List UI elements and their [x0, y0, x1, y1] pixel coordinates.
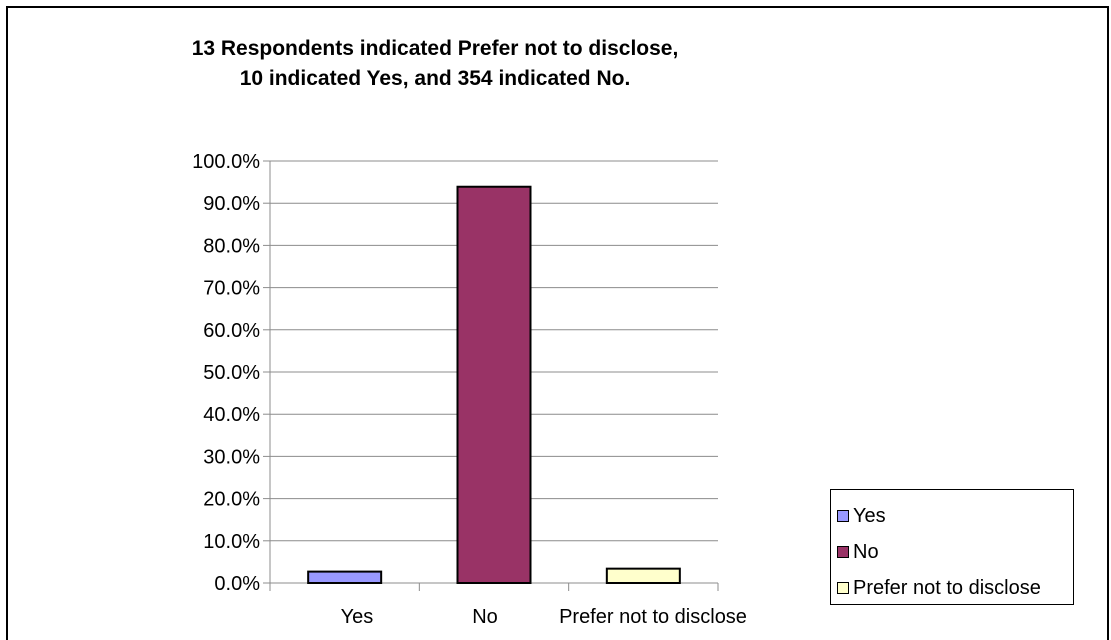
x-tick-label: Prefer not to disclose	[559, 606, 747, 628]
y-tick-label: 60.0%	[203, 320, 260, 342]
y-tick-label: 30.0%	[203, 446, 260, 468]
legend-swatch-prefer-not	[837, 582, 849, 594]
legend-label-yes: Yes	[853, 504, 886, 527]
bar-prefer-not-to-disclose	[605, 567, 681, 584]
y-tick-label: 0.0%	[214, 573, 260, 595]
bar-yes	[307, 570, 383, 585]
y-tick-label: 70.0%	[203, 278, 260, 300]
legend-label-prefer-not: Prefer not to disclose	[853, 576, 1041, 599]
chart-title-line-1: 13 Respondents indicated Prefer not to d…	[191, 37, 679, 60]
y-tick-label: 80.0%	[203, 235, 260, 257]
chart-legend: Yes No Prefer not to disclose	[830, 489, 1074, 605]
x-tick-label: Yes	[341, 606, 374, 628]
y-tick-label: 40.0%	[203, 404, 260, 426]
legend-swatch-yes	[837, 510, 849, 522]
legend-swatch-no	[837, 546, 849, 558]
bar-no	[456, 185, 532, 584]
legend-label-no: No	[853, 540, 879, 563]
legend-item-yes: Yes	[831, 498, 1073, 534]
y-tick-label: 20.0%	[203, 489, 260, 511]
legend-item-no: No	[831, 534, 1073, 570]
y-tick-label: 10.0%	[203, 531, 260, 553]
chart-title: 13 Respondents indicated Prefer not to d…	[60, 34, 810, 94]
chart-title-line-2: 10 indicated Yes, and 354 indicated No.	[239, 67, 631, 90]
y-tick-label: 50.0%	[203, 362, 260, 384]
x-tick-label: No	[472, 606, 498, 628]
y-tick-label: 90.0%	[203, 193, 260, 215]
y-tick-label: 100.0%	[192, 151, 260, 173]
legend-item-prefer-not: Prefer not to disclose	[831, 570, 1073, 606]
